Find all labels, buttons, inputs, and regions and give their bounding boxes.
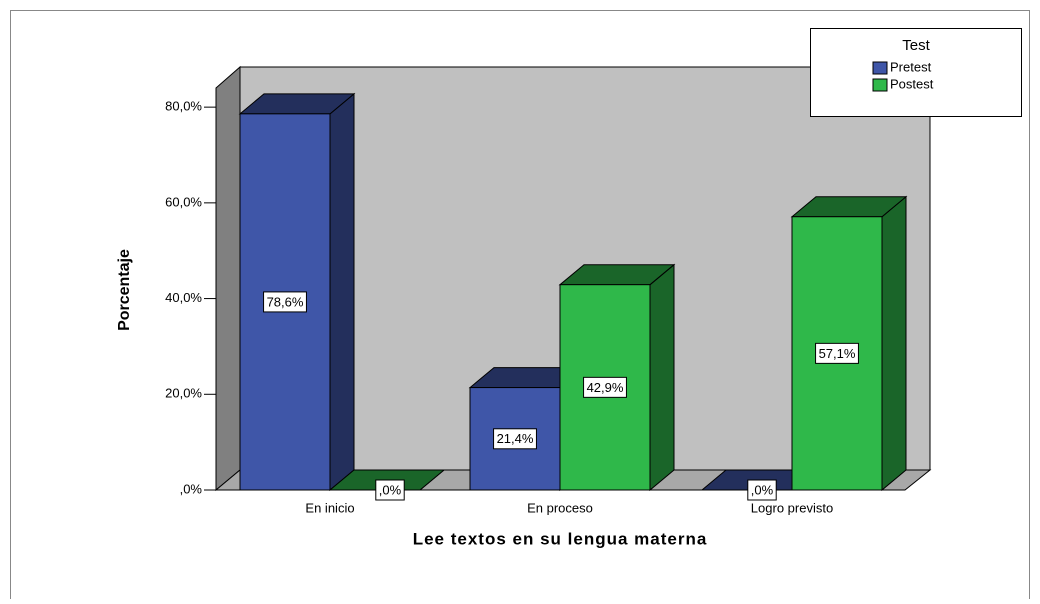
bar: [238, 92, 356, 492]
y-tick-label: 20,0%: [165, 386, 202, 401]
x-tick-label: En inicio: [305, 500, 354, 515]
value-label-box: [583, 376, 627, 398]
y-tick-label: 40,0%: [165, 290, 202, 305]
value-label-box: [747, 479, 777, 501]
bar-side: [881, 195, 907, 492]
value-label: 42,9%: [587, 380, 624, 395]
y-tick-label: 60,0%: [165, 194, 202, 209]
legend-label: Pretest: [890, 59, 932, 74]
value-label: 57,1%: [819, 346, 856, 361]
legend-swatch: [872, 78, 888, 92]
value-label: ,0%: [751, 482, 774, 497]
x-tick-label: Logro previsto: [751, 500, 833, 515]
value-label: ,0%: [379, 482, 402, 497]
bar-side: [649, 263, 675, 492]
legend-label: Postest: [890, 76, 934, 91]
bar-side: [329, 92, 355, 492]
value-label-box: [493, 428, 537, 450]
side-wall: [215, 65, 241, 492]
x-tick-label: En proceso: [527, 500, 593, 515]
value-label-box: [815, 342, 859, 364]
y-axis-title: Porcentaje: [116, 249, 133, 331]
value-label-box: [375, 479, 405, 501]
legend-swatch: [872, 61, 888, 75]
value-label: 21,4%: [497, 431, 534, 446]
value-label-box: [263, 291, 307, 313]
legend-title: Test: [902, 37, 930, 54]
legend: [810, 28, 1022, 117]
y-tick-label: 80,0%: [165, 99, 202, 114]
value-label: 78,6%: [267, 294, 304, 309]
y-tick-label: ,0%: [180, 481, 203, 496]
x-axis-title: Lee textos en su lengua materna: [413, 529, 708, 548]
